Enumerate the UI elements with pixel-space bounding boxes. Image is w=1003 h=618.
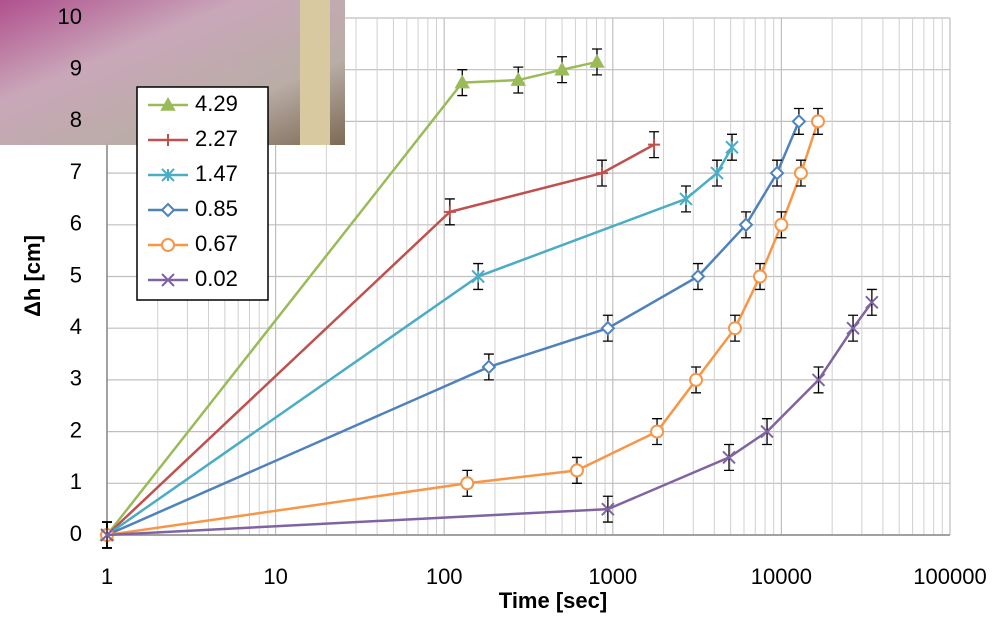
marker bbox=[554, 61, 570, 76]
marker bbox=[722, 450, 736, 465]
marker bbox=[811, 373, 826, 387]
marker bbox=[650, 424, 665, 439]
marker bbox=[510, 71, 526, 86]
marker bbox=[596, 167, 609, 180]
y-tick-label: 9 bbox=[70, 56, 82, 81]
legend-label: 2.27 bbox=[195, 126, 238, 151]
y-tick-label: 8 bbox=[70, 107, 82, 132]
y-tick-label: 0 bbox=[70, 521, 82, 546]
ruler bbox=[300, 0, 330, 145]
marker bbox=[710, 166, 724, 180]
marker bbox=[679, 192, 693, 206]
marker bbox=[481, 359, 497, 375]
x-tick-label: 100000 bbox=[913, 564, 986, 589]
marker bbox=[846, 321, 860, 335]
marker bbox=[161, 168, 175, 182]
y-tick-label: 3 bbox=[70, 366, 82, 391]
series-layer bbox=[99, 48, 879, 549]
marker bbox=[160, 96, 176, 111]
marker bbox=[690, 269, 706, 284]
x-tick-label: 10 bbox=[263, 564, 287, 589]
marker bbox=[601, 502, 615, 516]
marker bbox=[774, 217, 789, 232]
marker bbox=[162, 134, 174, 146]
marker bbox=[589, 53, 605, 68]
legend-label: 0.02 bbox=[195, 266, 238, 291]
x-tick-label: 10000 bbox=[751, 564, 812, 589]
legend-label: 4.29 bbox=[195, 91, 238, 116]
marker bbox=[727, 321, 742, 336]
y-axis-title: Δh [cm] bbox=[20, 235, 45, 317]
marker bbox=[753, 269, 768, 284]
marker bbox=[161, 273, 175, 287]
marker bbox=[760, 424, 774, 439]
marker bbox=[471, 269, 485, 284]
marker bbox=[865, 295, 879, 310]
marker bbox=[443, 205, 456, 218]
marker bbox=[100, 528, 114, 542]
series-line bbox=[106, 301, 873, 537]
marker bbox=[460, 476, 475, 491]
y-tick-label: 1 bbox=[70, 469, 82, 494]
legend-label: 0.85 bbox=[195, 196, 238, 221]
y-tick-label: 6 bbox=[70, 211, 82, 236]
x-tick-label: 100 bbox=[426, 564, 463, 589]
x-axis-title: Time [sec] bbox=[499, 588, 607, 613]
legend-box bbox=[136, 86, 269, 301]
marker bbox=[161, 238, 175, 252]
y-tick-label: 2 bbox=[70, 417, 82, 442]
x-tick-label: 1000 bbox=[588, 564, 637, 589]
marker bbox=[689, 372, 704, 387]
marker bbox=[793, 166, 808, 181]
marker bbox=[569, 463, 584, 478]
y-tick-label: 5 bbox=[70, 262, 82, 287]
marker bbox=[810, 114, 825, 129]
y-tick-label: 7 bbox=[70, 159, 82, 184]
marker bbox=[160, 202, 176, 218]
marker bbox=[769, 165, 785, 181]
legend-label: 1.47 bbox=[195, 161, 238, 186]
marker bbox=[648, 138, 661, 151]
x-tick-label: 1 bbox=[101, 564, 113, 589]
marker bbox=[738, 217, 754, 233]
y-tick-label: 10 bbox=[58, 4, 82, 29]
marker bbox=[791, 113, 807, 129]
marker bbox=[725, 140, 739, 154]
series-line bbox=[106, 143, 655, 536]
marker bbox=[454, 74, 470, 89]
marker bbox=[600, 320, 616, 336]
legend: 4.29 2.27 1.47 0.85 0.67 0.02 bbox=[136, 86, 269, 301]
series-line bbox=[106, 121, 820, 537]
y-tick-label: 4 bbox=[70, 314, 82, 339]
legend-label: 0.67 bbox=[195, 231, 238, 256]
